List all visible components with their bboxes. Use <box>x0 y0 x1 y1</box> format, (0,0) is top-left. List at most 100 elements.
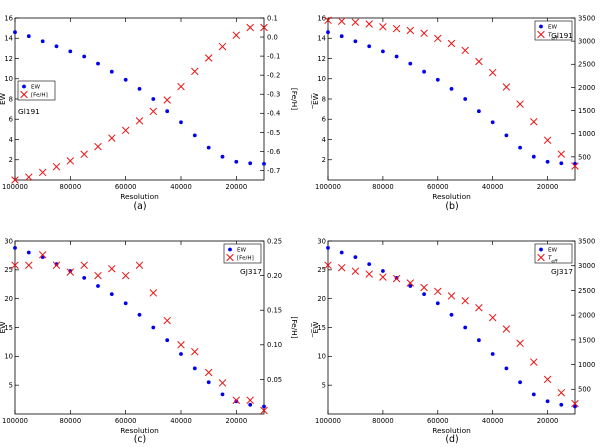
y-tick-label-right: 2500 <box>578 61 595 69</box>
x-tick-label: 20000 <box>226 183 248 191</box>
x-marker-point <box>38 251 47 259</box>
ew-point <box>531 392 536 397</box>
x-marker-point <box>218 42 227 51</box>
ew-point <box>192 366 197 371</box>
ew-point <box>137 312 142 317</box>
x-tick-label: 40000 <box>482 417 504 425</box>
teff-subscript: eff <box>551 35 558 41</box>
y-tick-label-left: 2 <box>9 156 13 164</box>
x-marker-point <box>149 107 158 116</box>
x-marker-point <box>11 176 19 184</box>
y-tick-label-right: -0.1 <box>267 53 280 61</box>
x-marker-point <box>191 347 199 356</box>
x-marker-point <box>434 34 442 43</box>
legend: EW Teff <box>534 243 573 264</box>
ew-point <box>531 154 536 159</box>
legend-ew-marker <box>539 247 543 252</box>
x-marker-point <box>488 313 497 322</box>
y-tick-label-left: 10 <box>317 353 326 361</box>
ew-point <box>545 159 550 164</box>
x-marker-point <box>324 261 332 269</box>
series-secondary <box>11 251 268 415</box>
x-marker-point <box>557 388 566 397</box>
x-marker-point <box>543 375 552 384</box>
x-marker-point <box>392 274 401 283</box>
y-axis-label-left: ̅E̅W̅ <box>0 321 7 338</box>
x-axis-label: Resolution <box>432 192 471 201</box>
y-tick-label-right: 500 <box>578 153 591 161</box>
ew-point <box>220 154 225 159</box>
ew-point <box>68 269 73 273</box>
legend-ew-marker <box>22 84 26 89</box>
ew-point <box>40 39 45 44</box>
ew-point <box>545 399 550 404</box>
ew-point <box>463 325 468 330</box>
x-marker-point <box>392 24 401 33</box>
x-marker-point <box>232 396 241 404</box>
x-axis-label: Resolution <box>120 426 159 435</box>
y-tick-label-left: 6 <box>9 116 13 124</box>
y-tick-label-left: 25 <box>4 266 13 274</box>
legend-box <box>223 243 262 264</box>
y-tick-label-left: 12 <box>4 55 13 63</box>
x-marker-point <box>108 134 116 142</box>
ew-point <box>165 109 170 114</box>
x-tick-label: 80000 <box>60 183 82 191</box>
y-tick-label-left: 12 <box>317 55 326 63</box>
ew-point <box>367 44 372 49</box>
ew-point <box>262 404 266 409</box>
x-tick-label: 20000 <box>537 183 559 191</box>
series-secondary <box>324 261 579 408</box>
x-marker-point <box>502 325 511 333</box>
series-secondary <box>324 16 579 170</box>
x-marker-point <box>351 267 360 275</box>
ew-point <box>477 109 481 114</box>
x-marker-point <box>351 18 360 26</box>
ew-point <box>109 69 114 74</box>
y-tick-label-left: 30 <box>4 237 13 245</box>
ew-point <box>504 366 509 371</box>
ew-point <box>463 97 468 101</box>
x-marker-point <box>337 263 346 272</box>
x-marker-point <box>204 368 213 377</box>
legend-ew-label: EW <box>237 248 247 254</box>
y-tick-label-left: 8 <box>322 95 326 103</box>
panel-2: 100000 80000 60000 40000 20000 Resolution 2 4 6 8… <box>311 14 596 212</box>
x-marker-point <box>25 261 33 269</box>
x-marker-point <box>434 287 442 296</box>
ew-point <box>262 161 266 166</box>
ew-point <box>449 87 454 91</box>
y-axis-label-left: ̅E̅W̅ <box>311 321 320 338</box>
y-axis-label-right: [Fe/H] <box>290 316 299 338</box>
ew-point <box>220 392 225 397</box>
ew-point <box>518 145 522 150</box>
ew-point <box>13 246 17 250</box>
star-annotation: GJ317 <box>240 267 262 276</box>
ew-point <box>123 77 128 82</box>
x-marker-point <box>66 157 75 165</box>
y-tick-label-left: 25 <box>317 266 326 274</box>
y-tick-label-right: 2500 <box>578 287 595 295</box>
x-marker-point <box>80 261 88 269</box>
y-tick-label-right: 1000 <box>578 130 595 138</box>
y-tick-label-left: 10 <box>317 75 326 83</box>
ew-point <box>82 276 87 280</box>
ew-point <box>435 77 440 82</box>
ew-point <box>490 120 495 125</box>
ew-point <box>381 269 385 273</box>
x-marker-point <box>557 150 566 158</box>
y-tick-label-right: -0.6 <box>267 148 280 156</box>
x-marker-point <box>108 264 116 273</box>
y-tick-label-right: 3000 <box>578 262 595 270</box>
y-tick-label-right: 0.15 <box>267 307 282 315</box>
x-marker-point <box>135 261 144 269</box>
ew-point <box>326 246 330 250</box>
x-marker-point <box>324 16 332 25</box>
plot-frame <box>327 17 576 181</box>
series-secondary <box>11 23 268 184</box>
x-marker-point <box>447 292 456 300</box>
y-tick-label-left: 4 <box>9 136 13 144</box>
legend-box <box>534 20 573 41</box>
y-tick-label-left: 5 <box>9 382 13 390</box>
x-marker-point <box>246 396 254 404</box>
